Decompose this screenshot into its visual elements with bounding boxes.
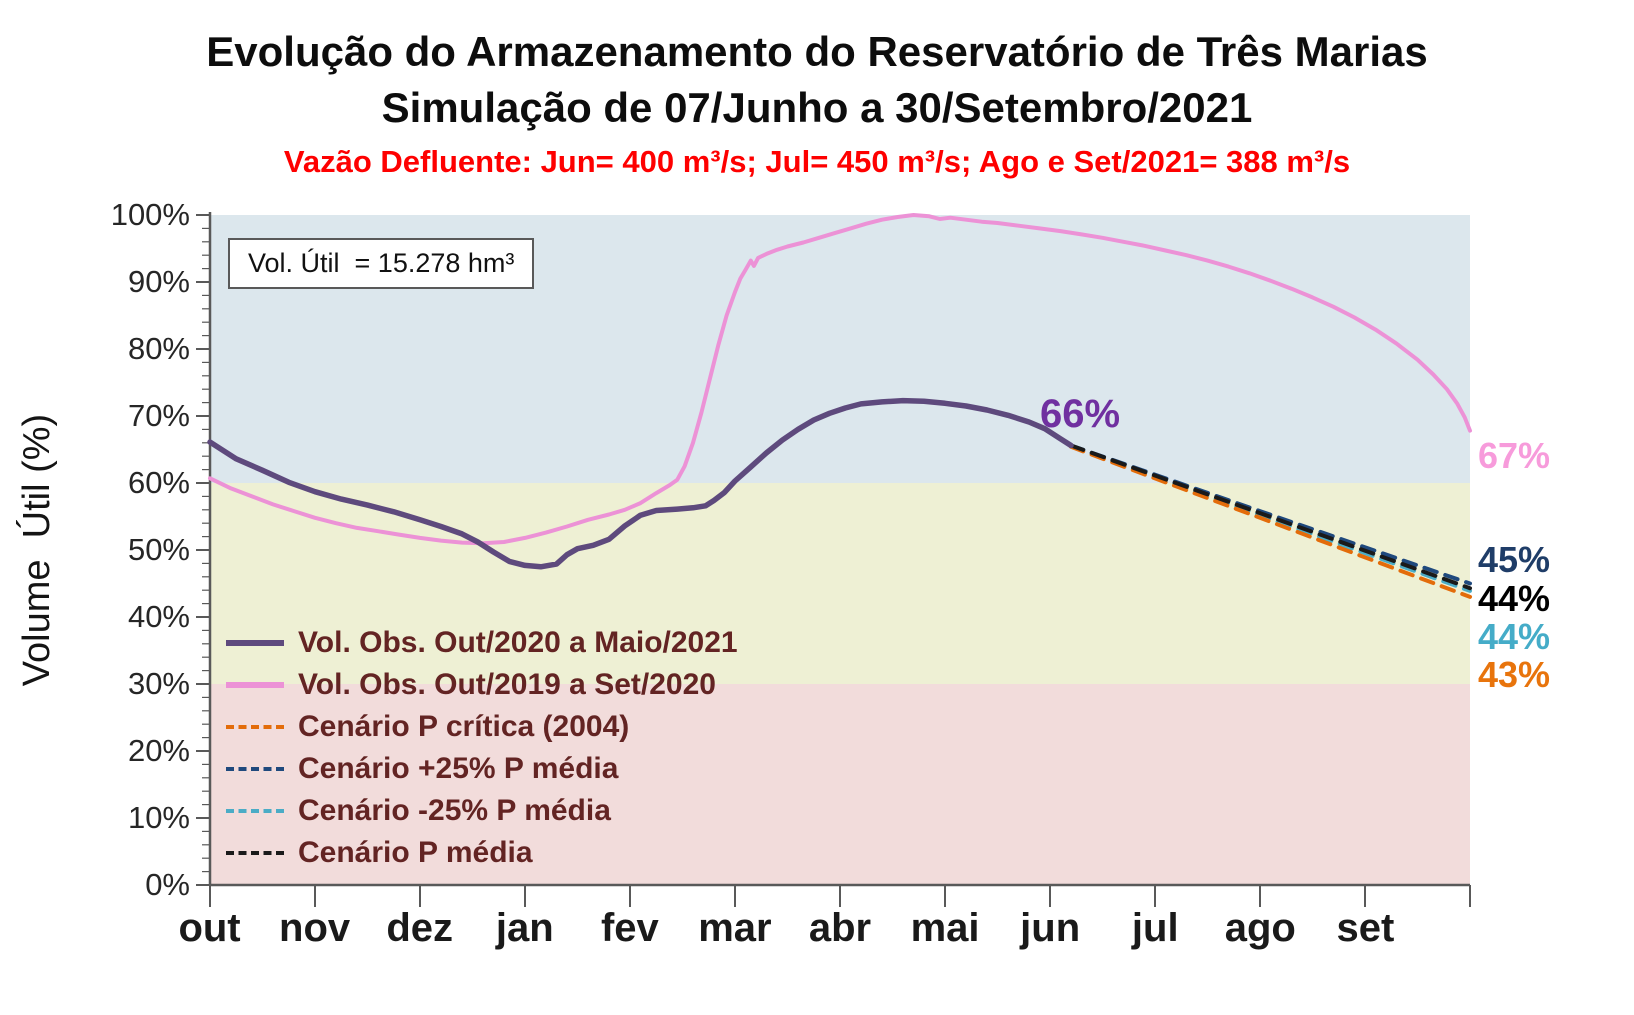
band-lower-0-30 bbox=[210, 684, 1470, 885]
y-tick-label-0: 0% bbox=[145, 867, 190, 902]
x-month-mai: mai bbox=[910, 906, 980, 950]
y-tick-label-100: 100% bbox=[110, 197, 190, 232]
y-tick-label-90: 90% bbox=[127, 264, 190, 299]
x-month-jun: jun bbox=[1020, 906, 1081, 950]
y-tick-label-30: 30% bbox=[127, 666, 190, 701]
legend-item-cenario-plus25: Cenário +25% P média bbox=[226, 748, 738, 790]
x-axis-month-labels: out nov dez jan fev mar abr mai jun jul … bbox=[157, 906, 1418, 951]
legend: Vol. Obs. Out/2020 a Maio/2021 Vol. Obs.… bbox=[226, 622, 738, 874]
y-tick-label-40: 40% bbox=[127, 599, 190, 634]
end-value-label-critica: 43% bbox=[1478, 654, 1551, 695]
legend-swatch-cenario-critica bbox=[226, 725, 284, 729]
end-value-label-minus25: 44% bbox=[1478, 616, 1551, 657]
y-tick-label-20: 20% bbox=[127, 733, 190, 768]
legend-label: Cenário P média bbox=[298, 836, 533, 869]
legend-label: Cenário +25% P média bbox=[298, 752, 619, 785]
end-value-label-media: 44% bbox=[1478, 578, 1551, 619]
legend-item-obs-2019-2020: Vol. Obs. Out/2019 a Set/2020 bbox=[226, 664, 738, 706]
x-month-abr: abr bbox=[808, 906, 872, 950]
legend-item-cenario-critica: Cenário P crítica (2004) bbox=[226, 706, 738, 748]
legend-swatch-cenario-plus25 bbox=[226, 767, 284, 771]
legend-swatch-obs-2020-2021 bbox=[226, 640, 284, 646]
chart-subtitle: Simulação de 07/Junho a 30/Setembro/2021 bbox=[381, 84, 1253, 131]
legend-label: Cenário -25% P média bbox=[298, 794, 611, 827]
legend-label: Vol. Obs. Out/2019 a Set/2020 bbox=[298, 668, 716, 701]
useful-volume-annotation: Vol. Útil = 15.278 hm³ bbox=[228, 238, 535, 289]
legend-label: Cenário P crítica (2004) bbox=[298, 710, 630, 743]
y-tick-label-60: 60% bbox=[127, 465, 190, 500]
storage-evolution-chart-canvas bbox=[196, 212, 1472, 907]
legend-swatch-obs-2019-2020 bbox=[226, 682, 284, 688]
x-month-jul: jul bbox=[1131, 906, 1179, 950]
x-month-mar: mar bbox=[698, 906, 772, 950]
legend-item-cenario-minus25: Cenário -25% P média bbox=[226, 790, 738, 832]
end-value-label-plus25: 45% bbox=[1478, 539, 1551, 580]
legend-item-obs-2020-2021: Vol. Obs. Out/2020 a Maio/2021 bbox=[226, 622, 738, 664]
x-month-out: out bbox=[178, 906, 241, 950]
legend-swatch-cenario-media bbox=[226, 851, 284, 855]
y-tick-label-70: 70% bbox=[127, 398, 190, 433]
chart-title: Evolução do Armazenamento do Reservatóri… bbox=[206, 28, 1428, 75]
defluence-note: Vazão Defluente: Jun= 400 m³/s; Jul= 450… bbox=[283, 144, 1351, 179]
x-month-nov: nov bbox=[279, 906, 351, 950]
x-month-jan: jan bbox=[495, 906, 554, 950]
legend-item-cenario-media: Cenário P média bbox=[226, 832, 738, 874]
observed-end-value-label: 66% bbox=[1040, 392, 1121, 436]
series-obs_2020_2021 bbox=[207, 397, 1074, 570]
x-month-set: set bbox=[1336, 906, 1395, 950]
x-month-fev: fev bbox=[600, 906, 659, 950]
x-month-ago: ago bbox=[1224, 906, 1296, 950]
y-tick-label-80: 80% bbox=[127, 331, 190, 366]
series-cen_media bbox=[1069, 443, 1472, 591]
legend-label: Vol. Obs. Out/2020 a Maio/2021 bbox=[298, 626, 738, 659]
end-value-label-obs-2019-2020: 67% bbox=[1478, 435, 1551, 476]
y-tick-label-50: 50% bbox=[127, 532, 190, 567]
y-tick-label-10: 10% bbox=[127, 800, 190, 835]
x-month-dez: dez bbox=[386, 906, 454, 950]
series-cen_critica bbox=[1069, 444, 1472, 599]
legend-swatch-cenario-minus25 bbox=[226, 809, 284, 813]
